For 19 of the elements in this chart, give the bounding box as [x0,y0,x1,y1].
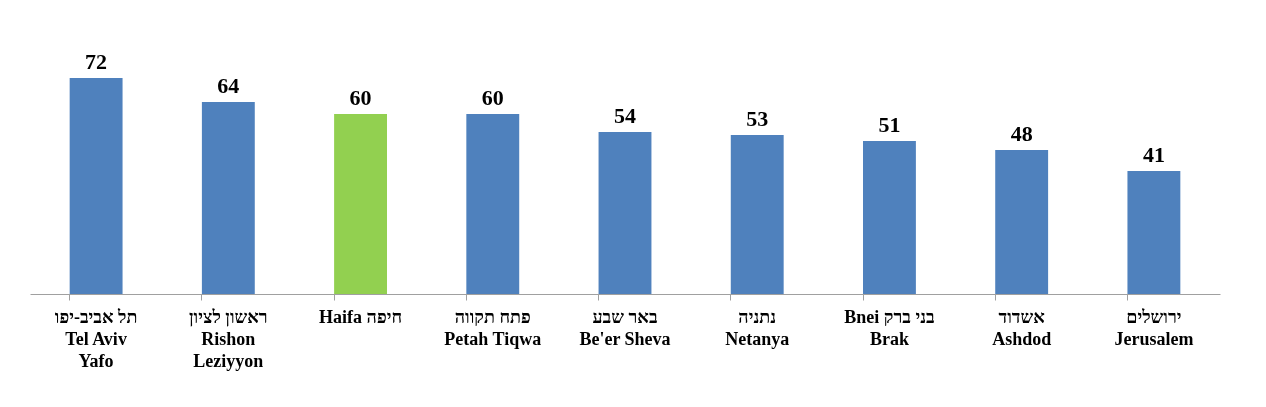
data-label: 60 [349,85,372,110]
bar [466,114,520,294]
bar [598,132,652,294]
bar [730,135,784,294]
bar [995,150,1049,294]
bar [201,102,255,294]
data-label: 54 [614,103,636,128]
data-label: 72 [85,49,108,74]
data-label: 48 [1010,121,1033,146]
bar [863,141,916,294]
data-label: 51 [878,112,901,137]
data-label: 60 [481,85,504,110]
data-label: 41 [1142,142,1165,167]
data-label: 64 [217,73,240,98]
x-tick-label: Haifa חיפה [319,306,403,327]
bar [1127,171,1181,294]
data-label: 53 [746,106,769,131]
bar [334,114,387,294]
bar [69,78,123,294]
